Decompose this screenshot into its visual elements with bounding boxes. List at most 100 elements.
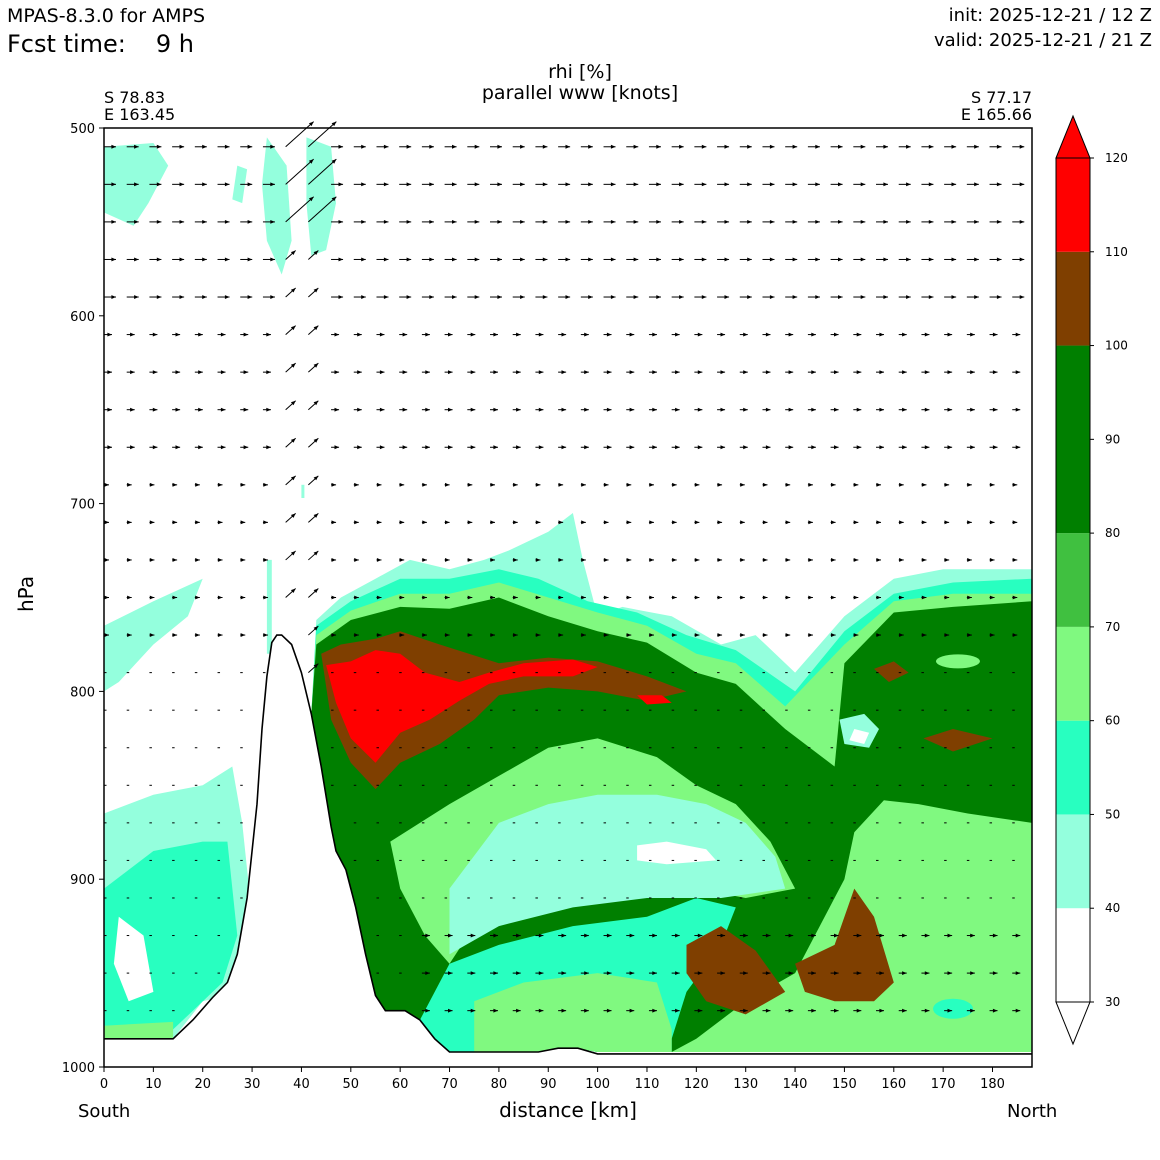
wind-arrow-head — [792, 295, 798, 299]
wind-arrow-head — [467, 595, 473, 600]
wind-arrow-head — [240, 633, 246, 637]
wind-arrow-head — [198, 407, 203, 412]
wind-arrow-head — [769, 220, 775, 224]
wind-arrow-head — [558, 558, 564, 562]
wind-arrow-head — [383, 295, 389, 299]
wind-arrow-head — [202, 220, 207, 224]
wind-arrow-head — [338, 144, 344, 149]
wind-arrow-head — [743, 971, 748, 975]
wind-arrow-head — [542, 144, 548, 149]
wind-arrow-head — [452, 182, 457, 187]
x-tick-label: 170 — [931, 1077, 956, 1092]
wind-arrow-head — [399, 520, 405, 525]
wind-arrow-head — [561, 332, 567, 337]
wind-arrow-head — [834, 1008, 839, 1013]
wind-arrow-head — [516, 407, 521, 412]
wind-arrow-head — [448, 933, 453, 938]
wind-arrow-head — [266, 407, 271, 412]
x-tick-label: 90 — [540, 1077, 557, 1092]
wind-arrow-head — [376, 520, 382, 525]
wind-arrow-head — [649, 595, 654, 600]
wind-arrow-head — [860, 257, 866, 262]
wind-arrow-head — [513, 482, 518, 487]
wind-arrow-head — [156, 144, 162, 149]
wind-arrow-head — [179, 295, 185, 299]
wind-arrow-head — [217, 633, 223, 637]
wind-arrow-head — [834, 332, 839, 337]
colorbar-band — [1056, 345, 1090, 534]
wind-arrow-head — [406, 257, 412, 262]
wind-arrow-head — [996, 295, 1002, 299]
north-label: North — [1007, 1101, 1058, 1122]
wind-arrow-head — [788, 407, 794, 412]
wind-arrow-head — [633, 295, 639, 299]
wind-arrow-head — [838, 144, 843, 149]
wind-arrow-head — [535, 520, 541, 525]
wind-arrow-head — [967, 482, 972, 487]
wind-arrow-head — [679, 257, 684, 262]
wind-arrow-head — [425, 332, 430, 337]
wind-arrow-head — [740, 595, 745, 600]
wind-arrow-head — [788, 370, 794, 375]
wind-arrow-head — [452, 144, 457, 149]
wind-arrow-head — [383, 182, 389, 187]
wind-arrow-head — [422, 558, 427, 562]
wind-arrow-head — [921, 520, 927, 525]
wind-arrow-head — [856, 971, 862, 975]
wind-arrow-head — [474, 182, 480, 187]
wind-arrow-head — [970, 332, 975, 337]
wind-arrow-head — [947, 370, 953, 375]
wind-arrow-head — [331, 159, 337, 164]
wind-arrow-head — [656, 182, 661, 187]
wind-arrow-head — [558, 633, 564, 637]
wind-arrow-head — [448, 332, 453, 337]
wind-arrow-head — [883, 295, 889, 299]
wind-arrow-head — [217, 595, 223, 600]
wind-arrow-head — [785, 482, 791, 487]
wind-arrow-head — [313, 438, 319, 443]
wind-arrow-head — [493, 445, 499, 450]
colorbar-band — [1056, 251, 1090, 346]
wind-arrow-head — [970, 971, 975, 975]
wind-arrow-head — [629, 1008, 635, 1013]
wind-arrow-head — [747, 295, 752, 299]
wind-arrow-head — [581, 520, 586, 525]
wind-arrow-head — [266, 332, 271, 337]
wind-arrow-head — [902, 445, 907, 450]
wind-arrow-head — [263, 633, 268, 637]
wind-arrow-head — [172, 520, 178, 525]
wind-arrow-head — [558, 595, 564, 600]
wind-arrow-head — [629, 445, 635, 450]
forecast-time-value: 9 h — [155, 30, 194, 58]
wind-arrow-head — [263, 595, 268, 600]
wind-arrow-head — [633, 182, 639, 187]
wind-arrow-head — [989, 633, 995, 637]
rhi-area — [266, 559, 272, 654]
wind-arrow-head — [879, 1008, 885, 1013]
wind-arrow-head — [629, 971, 635, 975]
wind-arrow-head — [247, 144, 253, 149]
wind-arrow-head — [172, 595, 178, 600]
wind-arrow-head — [270, 144, 275, 149]
wind-arrow-head — [672, 558, 677, 562]
wind-arrow-head — [429, 144, 434, 149]
wind-arrow-head — [697, 332, 703, 337]
wind-arrow-head — [853, 558, 859, 562]
wind-arrow-head — [834, 933, 839, 938]
wind-arrow-head — [876, 482, 882, 487]
wind-arrow-head — [1015, 1008, 1021, 1013]
wind-arrow-head — [149, 558, 155, 562]
wind-arrow-head — [944, 558, 950, 562]
wind-arrow-head — [606, 332, 612, 337]
wind-arrow-head — [899, 558, 904, 562]
wind-arrow-head — [649, 482, 654, 487]
wind-arrow-head — [967, 595, 972, 600]
wind-arrow-head — [402, 332, 408, 337]
wind-arrow-head — [516, 445, 521, 450]
wind-arrow-head — [883, 257, 889, 262]
wind-arrow-head — [493, 933, 499, 938]
wind-arrow-head — [270, 257, 275, 262]
wind-arrow-head — [584, 971, 589, 975]
wind-arrow-head — [104, 595, 109, 600]
wind-arrow-head — [445, 633, 450, 637]
